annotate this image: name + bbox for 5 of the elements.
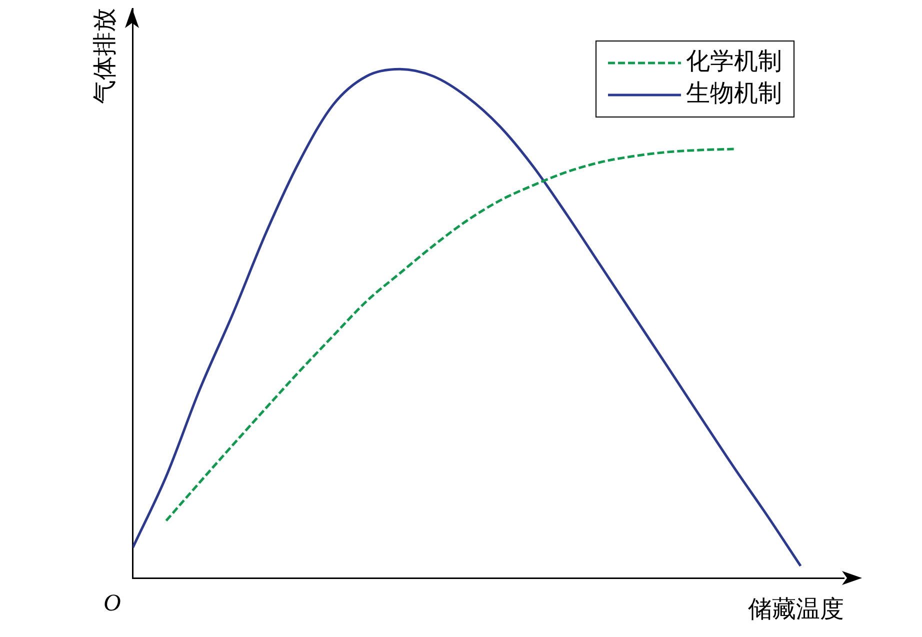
x-axis-title: 储藏温度 (748, 594, 844, 623)
y-axis-title: 气体排放 (90, 8, 119, 104)
text: O (103, 590, 121, 617)
legend-label: 生物机制 (686, 79, 782, 108)
legend-label: 化学机制 (686, 47, 782, 76)
